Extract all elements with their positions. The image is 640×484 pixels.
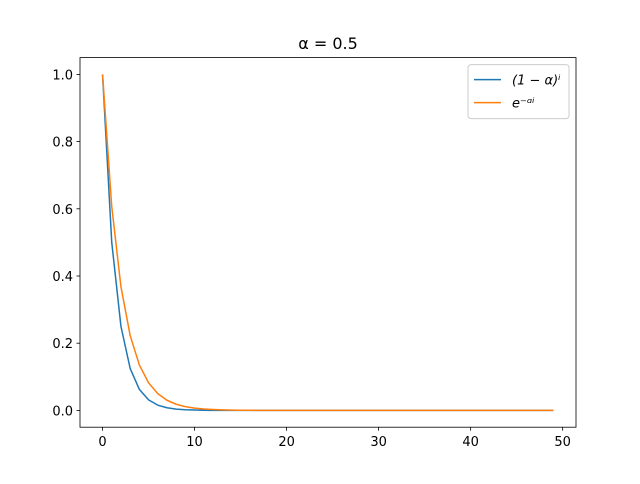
x-tick-label: 40 (462, 435, 479, 450)
y-tick-label: 0.4 (52, 270, 73, 285)
legend-label: e⁻ᵅⁱ (512, 97, 535, 112)
legend-label: (1 − α)ⁱ (512, 74, 561, 89)
y-tick-label: 0.8 (52, 136, 73, 151)
legend-box (467, 64, 570, 120)
y-tick-label: 0.6 (52, 203, 73, 218)
x-tick-label: 0 (98, 435, 106, 450)
y-tick-label: 0.0 (52, 404, 73, 419)
series-line (101, 74, 554, 412)
y-tick-label: 0.2 (52, 337, 73, 352)
plot-frame (79, 57, 577, 428)
chart-title: α = 0.5 (298, 34, 358, 53)
x-tick-label: 20 (278, 435, 295, 450)
x-tick-label: 30 (370, 435, 387, 450)
x-tick-label: 10 (186, 435, 203, 450)
series-line (101, 74, 554, 412)
y-tick-label: 1.0 (52, 68, 73, 83)
x-tick-label: 50 (554, 435, 571, 450)
